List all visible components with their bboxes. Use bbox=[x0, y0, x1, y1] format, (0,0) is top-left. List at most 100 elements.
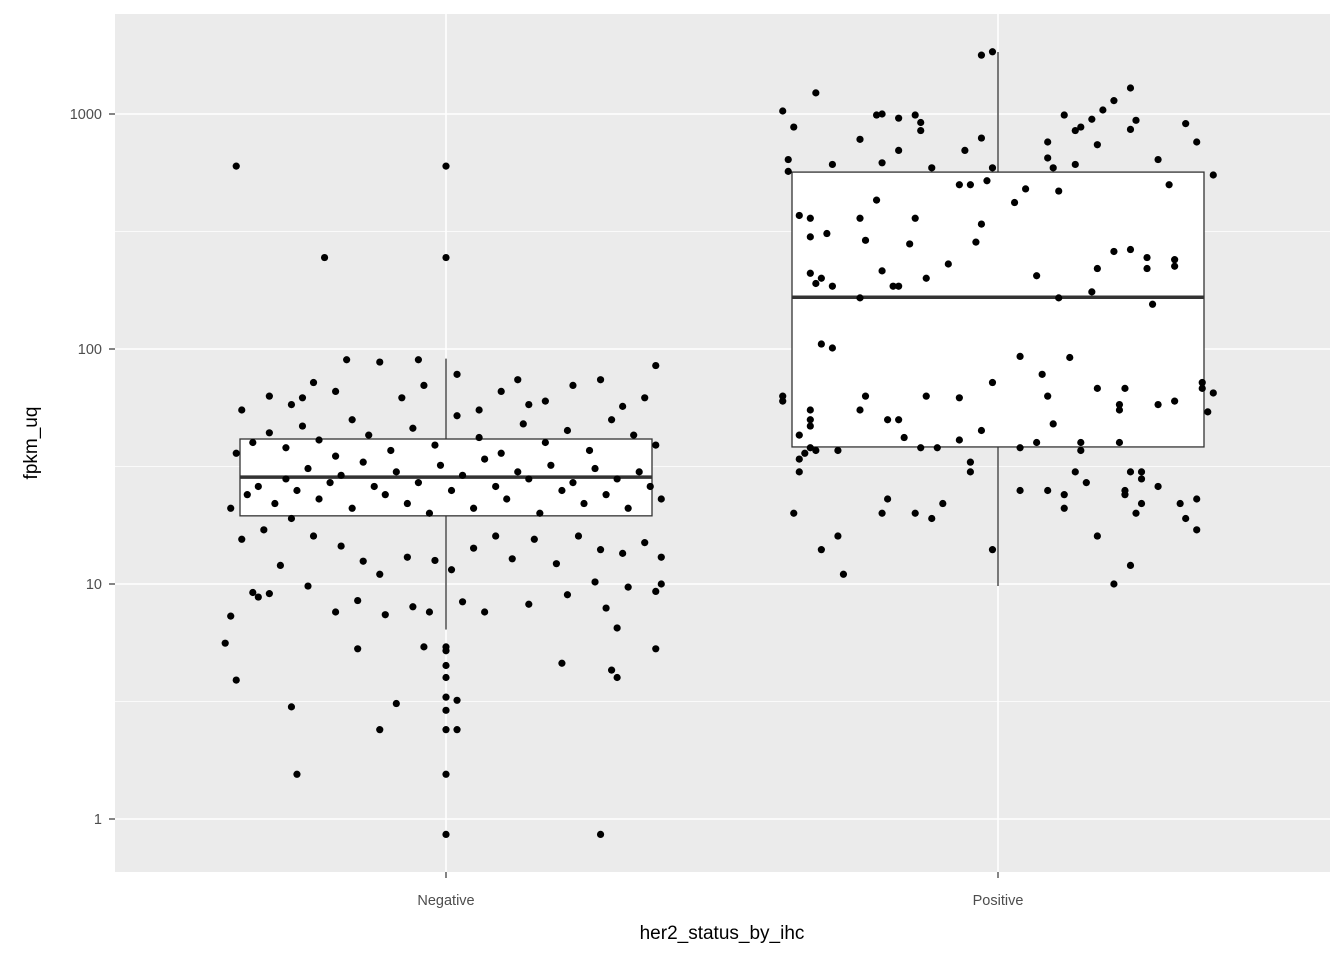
data-point bbox=[1121, 486, 1129, 495]
data-point bbox=[657, 553, 665, 561]
data-point bbox=[977, 134, 986, 142]
data-point bbox=[271, 499, 279, 508]
data-point bbox=[806, 233, 814, 241]
data-point bbox=[497, 449, 505, 457]
data-point bbox=[591, 464, 599, 473]
data-point bbox=[453, 370, 461, 378]
outlier-point bbox=[442, 253, 450, 262]
data-point bbox=[596, 376, 605, 384]
data-point bbox=[276, 561, 284, 569]
data-point bbox=[1137, 475, 1146, 483]
data-point bbox=[966, 181, 975, 189]
data-point bbox=[1132, 509, 1140, 517]
outlier-point bbox=[442, 693, 450, 701]
data-point bbox=[613, 624, 621, 632]
data-point bbox=[453, 412, 461, 420]
data-point bbox=[795, 431, 803, 439]
data-point bbox=[812, 279, 820, 288]
y-axis-ticks: 1 10 100 1000 bbox=[70, 107, 115, 828]
data-point bbox=[900, 433, 908, 442]
data-point bbox=[784, 167, 792, 175]
data-point bbox=[547, 461, 555, 469]
data-point bbox=[988, 546, 997, 554]
data-point bbox=[657, 495, 665, 503]
data-point bbox=[304, 464, 312, 473]
data-point bbox=[983, 177, 991, 185]
data-point bbox=[1082, 479, 1090, 487]
data-point bbox=[1093, 141, 1101, 149]
data-point bbox=[332, 452, 340, 460]
data-point bbox=[856, 294, 864, 302]
data-point bbox=[475, 406, 483, 414]
data-point bbox=[1148, 300, 1157, 308]
data-point bbox=[1115, 438, 1124, 447]
outlier-point bbox=[442, 830, 450, 838]
outlier-point bbox=[442, 706, 450, 714]
data-point bbox=[790, 123, 798, 131]
data-point bbox=[928, 164, 936, 172]
data-point bbox=[1044, 392, 1052, 400]
data-point bbox=[232, 676, 240, 684]
data-point bbox=[332, 608, 340, 616]
data-point bbox=[1154, 482, 1162, 491]
data-point bbox=[917, 118, 925, 127]
data-point bbox=[872, 111, 881, 119]
data-point bbox=[1010, 198, 1019, 207]
outlier-point bbox=[442, 726, 450, 734]
data-point bbox=[392, 468, 400, 476]
data-point bbox=[652, 441, 660, 449]
data-point bbox=[872, 196, 881, 204]
data-point bbox=[1055, 294, 1063, 302]
data-point bbox=[503, 495, 511, 503]
data-point bbox=[856, 135, 864, 143]
data-point bbox=[608, 416, 616, 424]
data-point bbox=[541, 397, 549, 405]
data-point bbox=[254, 482, 262, 491]
y-tick-label: 100 bbox=[78, 342, 102, 358]
data-point bbox=[1209, 171, 1217, 179]
data-point bbox=[1060, 111, 1068, 119]
data-point bbox=[911, 214, 919, 222]
data-point bbox=[1071, 160, 1079, 169]
data-point bbox=[806, 416, 814, 424]
data-point bbox=[922, 274, 930, 282]
data-point bbox=[839, 570, 848, 578]
data-point bbox=[613, 673, 621, 682]
data-point bbox=[348, 504, 356, 512]
data-point bbox=[541, 438, 549, 447]
data-point bbox=[828, 160, 837, 169]
data-point bbox=[1049, 420, 1057, 428]
data-point bbox=[1193, 495, 1201, 503]
data-point bbox=[806, 422, 814, 430]
data-point bbox=[828, 282, 837, 290]
data-point bbox=[779, 397, 787, 405]
data-point bbox=[332, 387, 340, 396]
data-point bbox=[591, 578, 599, 586]
data-point bbox=[337, 542, 345, 550]
data-point bbox=[453, 726, 461, 734]
x-tick-label: Positive bbox=[973, 893, 1024, 909]
data-point bbox=[481, 455, 489, 463]
data-point bbox=[1033, 438, 1041, 447]
data-point bbox=[580, 499, 588, 508]
data-point bbox=[790, 509, 798, 517]
data-point bbox=[249, 438, 257, 447]
data-point bbox=[309, 378, 318, 387]
data-point bbox=[298, 394, 307, 402]
data-point bbox=[315, 495, 323, 503]
y-axis-title: fpkm_uq bbox=[21, 407, 42, 480]
data-point bbox=[972, 238, 980, 246]
x-axis-title: her2_status_by_ihc bbox=[640, 923, 805, 944]
data-point bbox=[596, 830, 605, 838]
data-point bbox=[1093, 384, 1101, 392]
data-point bbox=[525, 400, 533, 409]
data-point bbox=[1115, 400, 1124, 409]
data-point bbox=[381, 611, 389, 619]
data-point bbox=[481, 608, 489, 616]
data-point bbox=[536, 509, 544, 517]
data-point bbox=[315, 436, 323, 444]
data-point bbox=[955, 436, 963, 444]
data-point bbox=[961, 146, 969, 155]
data-point bbox=[917, 444, 925, 452]
data-point bbox=[1088, 115, 1096, 123]
